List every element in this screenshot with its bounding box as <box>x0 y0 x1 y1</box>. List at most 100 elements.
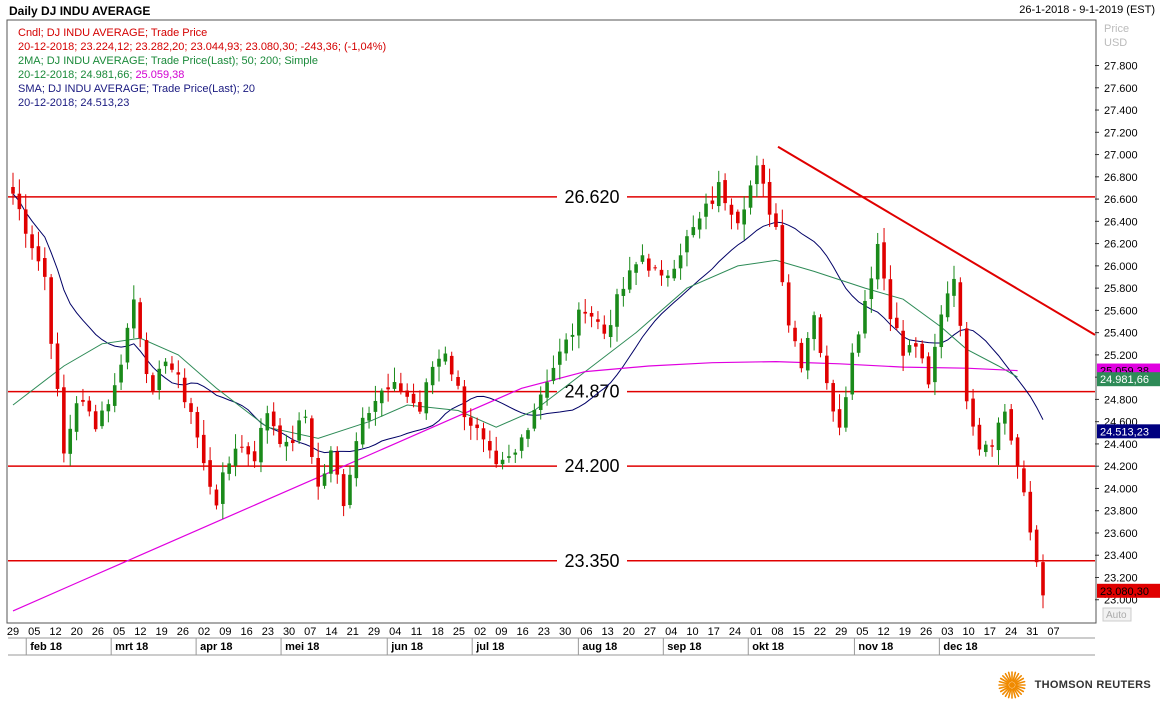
candle-body <box>774 213 778 228</box>
logo-ray <box>1013 687 1022 695</box>
level-label-bg <box>557 381 627 402</box>
y-tick-label: 27.000 <box>1104 150 1138 162</box>
candle-body <box>653 267 657 269</box>
x-day-label: 26 <box>177 626 189 638</box>
candle-body <box>23 209 28 234</box>
candle-body <box>265 413 270 431</box>
candle-body <box>729 204 734 215</box>
x-day-label: 23 <box>262 626 274 638</box>
candle-body <box>125 327 130 363</box>
level-label-bg <box>557 186 627 207</box>
x-day-label: 01 <box>750 626 762 638</box>
y-tick-label: 24.800 <box>1104 394 1138 406</box>
x-day-label: 22 <box>814 626 826 638</box>
candle-body <box>81 399 85 402</box>
candle-body <box>647 258 651 271</box>
candle-body <box>259 427 263 463</box>
x-day-label: 24 <box>729 626 741 638</box>
x-day-label: 05 <box>856 626 868 638</box>
candle-body <box>570 334 575 337</box>
candle-body <box>386 387 390 390</box>
candle-body <box>1022 468 1026 493</box>
logo-center <box>1008 682 1015 688</box>
y-tick-label: 26.400 <box>1104 216 1138 228</box>
candle-body <box>62 387 66 454</box>
candle-body <box>233 448 238 466</box>
candle-body <box>189 403 193 412</box>
candle-body <box>678 255 683 269</box>
logo-ray <box>998 685 1009 690</box>
legend-line-2: 20-12-2018; 23.224,12; 23.282,20; 23.044… <box>18 41 386 53</box>
y-tick-label: 23.400 <box>1104 550 1138 562</box>
candle-body <box>875 243 880 280</box>
last-value-tag <box>1097 372 1160 387</box>
candle-body <box>945 293 950 318</box>
candle-body <box>888 279 893 320</box>
candle-body <box>443 353 448 362</box>
x-month-label: sep 18 <box>667 641 701 653</box>
logo-ray <box>1001 675 1010 683</box>
legend-text: Cndl; DJ INDU AVERAGE; Trade Price <box>18 27 208 39</box>
candle-body <box>914 343 918 347</box>
x-day-label: 06 <box>580 626 592 638</box>
logo-ray <box>1012 672 1019 683</box>
level-label: 23.350 <box>564 551 619 571</box>
candle-body <box>863 300 867 334</box>
y-tick-label: 24.000 <box>1104 483 1138 495</box>
candle-body <box>812 315 816 340</box>
logo-ray <box>1004 687 1011 698</box>
plot-area <box>6 19 1097 624</box>
x-month-label: jul 18 <box>475 641 504 653</box>
x-day-label: 29 <box>368 626 380 638</box>
candle-body <box>240 446 244 448</box>
candle-body <box>1003 411 1007 424</box>
y-tick-label: 26.800 <box>1104 172 1138 184</box>
x-day-label: 02 <box>198 626 210 638</box>
x-month-label: apr 18 <box>200 641 232 653</box>
candle-body <box>608 325 613 337</box>
candle-body <box>685 236 689 253</box>
candle-body <box>475 424 479 429</box>
x-day-label: 26 <box>92 626 104 638</box>
auto-scale-button <box>1102 607 1132 622</box>
candle-body <box>526 430 530 439</box>
candle-body <box>971 398 975 427</box>
x-day-label: 15 <box>793 626 805 638</box>
candle-body <box>284 441 289 447</box>
y-tick-label: 27.600 <box>1104 83 1138 95</box>
candle-body <box>977 424 982 450</box>
candle-body <box>615 294 619 327</box>
candle-body <box>329 450 333 474</box>
candle-body <box>672 268 677 279</box>
x-day-label: 19 <box>899 626 911 638</box>
x-day-label: 08 <box>771 626 783 638</box>
candle-body <box>271 411 276 427</box>
y-tick-label: 27.400 <box>1104 105 1138 117</box>
candle-body <box>55 343 60 389</box>
x-day-label: 10 <box>686 626 698 638</box>
candle-body <box>519 437 524 451</box>
candle-body <box>335 451 340 475</box>
level-label-bg <box>557 456 627 477</box>
legend-line-3: 2MA; DJ INDU AVERAGE; Trade Price(Last);… <box>18 55 318 67</box>
candle-body <box>93 411 98 430</box>
candle-body <box>151 375 155 392</box>
logo-ray <box>1013 675 1022 683</box>
candle-body <box>119 364 123 383</box>
candle-body <box>627 270 632 290</box>
candle-body <box>1034 529 1039 563</box>
x-day-label: 23 <box>538 626 550 638</box>
legend-line-6: 20-12-2018; 24.513,23 <box>18 97 129 109</box>
candle-body <box>17 193 22 210</box>
x-day-label: 09 <box>219 626 231 638</box>
candle-body <box>755 165 759 185</box>
candle-body <box>901 330 905 356</box>
candle-body <box>360 417 365 445</box>
legend-line-1: Cndl; DJ INDU AVERAGE; Trade Price <box>18 27 207 39</box>
candle-body <box>30 234 34 249</box>
legend-line-5: SMA; DJ INDU AVERAGE; Trade Price(Last);… <box>18 83 255 95</box>
x-day-label: 05 <box>28 626 40 638</box>
x-day-label: 27 <box>644 626 656 638</box>
candle-body <box>602 324 607 334</box>
candle-body <box>933 346 937 383</box>
